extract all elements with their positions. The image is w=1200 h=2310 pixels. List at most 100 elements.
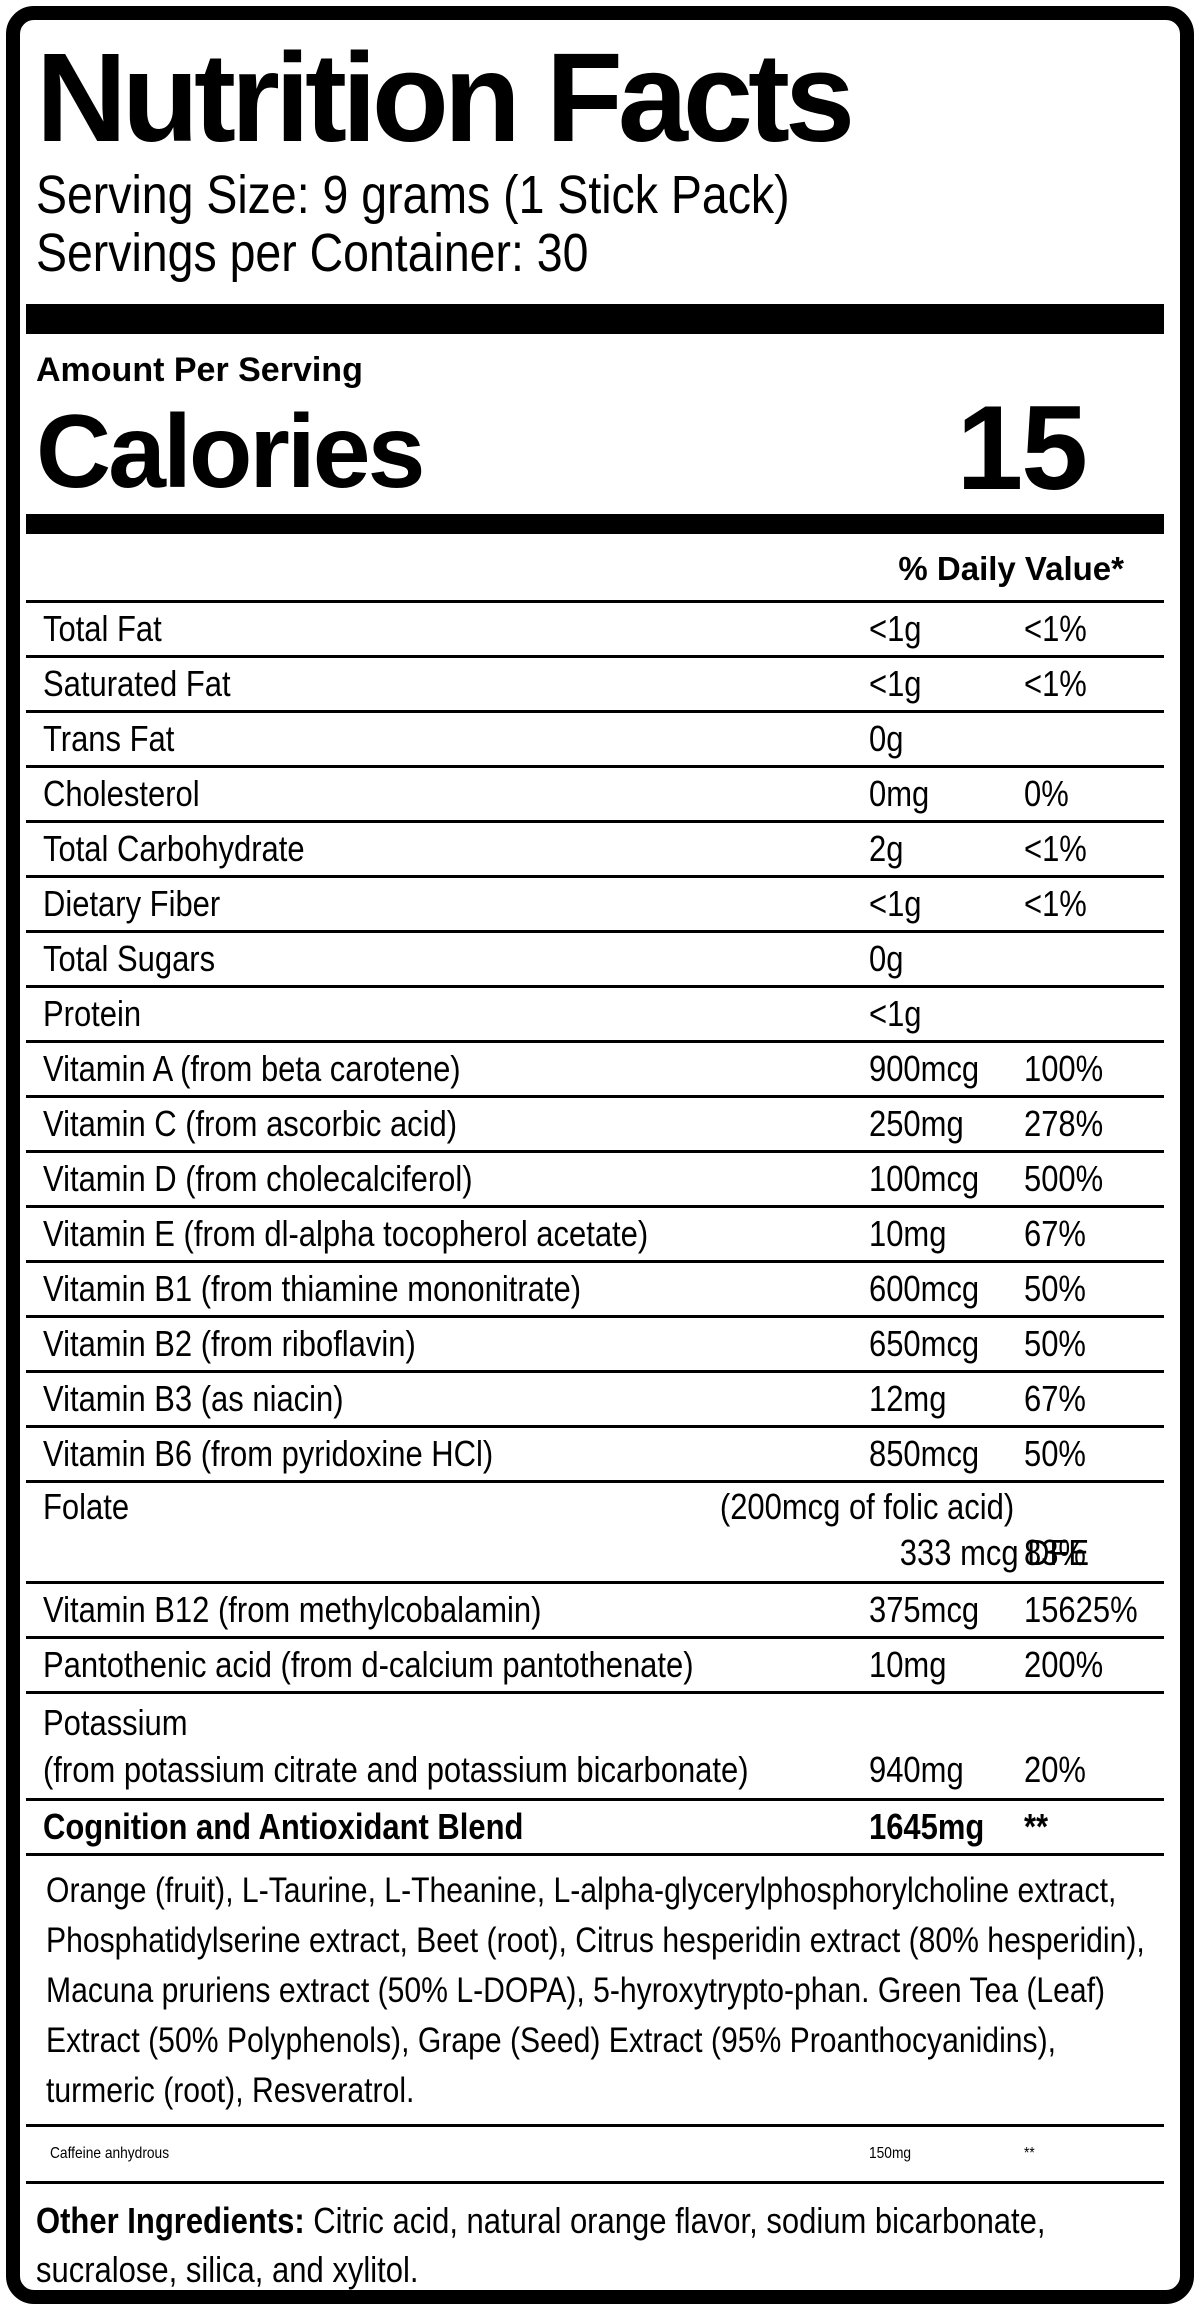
nutrient-amount: 250mg [869,1102,964,1144]
nutrient-label: Folate [43,1485,130,1527]
nutrient-label: Total Fat [43,607,162,649]
caffeine-amount-cell: 150mg [869,2145,1024,2163]
daily-value-header: % Daily Value* [898,549,1124,587]
nutrient-amount: 375mcg [869,1588,980,1630]
nutrient-amount: 10mg [869,1643,947,1685]
nutrient-row: Vitamin B2 (from riboflavin) 650mcg 50% [26,1314,1164,1370]
nutrient-cols: Vitamin B3 (as niacin) 12mg 67% [26,1378,1164,1420]
nutrient-row: Vitamin C (from ascorbic acid) 250mg 278% [26,1094,1164,1150]
nutrient-label-cell: Cholesterol [26,773,869,815]
nutrient-row: Vitamin A (from beta carotene) 900mcg 100% [26,1039,1164,1095]
nutrient-amount: <1g [869,607,922,649]
nutrient-label: Trans Fat [43,717,175,759]
nutrient-row: Saturated Fat <1g <1% [26,654,1164,710]
nutrient-amount-cell: 0g [869,718,1024,760]
nutrient-cols: Protein <1g [26,993,1164,1035]
nutrient-row: Vitamin B1 (from thiamine mononitrate) 60… [26,1259,1164,1315]
nutrient-dv: <1% [1024,882,1087,924]
nutrient-amount-cell: 0g [869,938,1024,980]
nutrient-cols: Vitamin B6 (from pyridoxine HCl) 850mcg 50… [26,1433,1164,1475]
nutrient-amount-cell: 850mcg [869,1433,1024,1475]
nutrient-amount-cell: 940mg [869,1749,1024,1791]
servings-per-container-text: Servings per Container: 30 [36,222,589,283]
nutrient-dv-cell: 278% [1024,1103,1164,1145]
nutrient-amount-cell: 900mcg [869,1048,1024,1090]
nutrient-dv-cell: 200% [1024,1644,1164,1686]
caffeine-label-cell: Caffeine anhydrous [26,2145,869,2163]
nutrient-label-cell: Vitamin B1 (from thiamine mononitrate) [26,1268,869,1310]
nutrient-cols: Vitamin E (from dl-alpha tocopherol acet… [26,1213,1164,1255]
nutrient-amount: 600mcg [869,1267,980,1309]
nutrient-label: (from potassium citrate and potassium bi… [43,1748,749,1790]
thick-divider-calories [26,513,1164,534]
nutrient-rows: Total Fat <1g <1% Saturated Fat <1g <1% Trans … [26,599,1164,1853]
other-ingredients: Other Ingredients: Citric acid, natural … [26,2184,1164,2290]
nutrient-dv: 0% [1024,772,1069,814]
nutrient-dv: 67% [1024,1212,1086,1254]
nutrient-cols: Total Fat <1g <1% [26,608,1164,650]
nutrient-amount: 0mg [869,772,930,814]
nutrient-cols: Cognition and Antioxidant Blend 1645mg ** [26,1806,1164,1848]
nutrition-facts-label: Nutrition Facts Serving Size: 9 grams (1… [6,6,1194,2304]
nutrient-dv: 50% [1024,1267,1086,1309]
caffeine-dv: ** [1024,2144,1035,2162]
calories-value: 15 [956,380,1088,515]
nutrient-dv: 83% [1024,1531,1086,1573]
nutrient-label: Vitamin D (from cholecalciferol) [43,1157,473,1199]
nutrient-row: Potassium (from potassium citrate and pot… [26,1690,1164,1798]
nutrient-label: Vitamin B2 (from riboflavin) [43,1322,416,1364]
nutrient-label-cell: Protein [26,993,869,1035]
nutrient-label-line: Potassium [26,1697,1164,1745]
nutrient-cols: Dietary Fiber <1g <1% [26,883,1164,925]
nutrient-label-cell: Vitamin E (from dl-alpha tocopherol acet… [26,1213,869,1255]
nutrient-label: Vitamin B6 (from pyridoxine HCl) [43,1432,494,1474]
nutrient-dv-cell: 50% [1024,1433,1164,1475]
nutrient-cols: Total Sugars 0g [26,938,1164,980]
nutrient-row: Total Sugars 0g [26,929,1164,985]
nutrient-dv: 278% [1024,1102,1104,1144]
nutrient-amount-cell: 10mg [869,1213,1024,1255]
nutrient-label-cell: Cognition and Antioxidant Blend [26,1806,869,1848]
caffeine-cols: Caffeine anhydrous 150mg ** [26,2145,1164,2163]
nutrient-label: Vitamin B1 (from thiamine mononitrate) [43,1267,582,1309]
blend-ingredients: Orange (fruit), L-Taurine, L-Theanine, L… [26,1852,1164,2124]
nutrient-dv-cell: 500% [1024,1158,1164,1200]
nutrient-dv-cell: 15625% [1024,1589,1164,1631]
caffeine-amount: 150mg [869,2144,912,2162]
nutrient-dv: 200% [1024,1643,1104,1685]
nutrient-dv-cell: <1% [1024,608,1164,650]
nutrient-amount-cell: 10mg [869,1644,1024,1686]
nutrient-cols: Pantothenic acid (from d-calcium pantoth… [26,1644,1164,1686]
label-title: Nutrition Facts [36,27,855,168]
nutrient-dv: <1% [1024,607,1087,649]
nutrient-amount: 940mg [869,1748,964,1790]
nutrient-amount-cell: 1645mg [869,1806,1024,1848]
nutrient-label: Total Carbohydrate [43,827,305,869]
nutrient-amount: 100mcg [869,1157,980,1199]
nutrient-label: Saturated Fat [43,662,231,704]
nutrient-amount-cell: <1g [869,883,1024,925]
nutrient-amount: 333 mcg DFE [899,1531,1090,1573]
other-ingredients-text: Other Ingredients: Citric acid, natural … [36,2196,1159,2290]
nutrient-amount-cell: 375mcg [869,1589,1024,1631]
label-content: Nutrition Facts Serving Size: 9 grams (1… [20,20,1180,2290]
nutrient-row: Folate (200mcg of folic acid) 333 mcg DFE 8… [26,1479,1164,1581]
nutrient-label-cell: Pantothenic acid (from d-calcium pantoth… [26,1644,869,1686]
folate-note: (200mcg of folic acid) [719,1485,1014,1527]
nutrient-amount-cell: <1g [869,608,1024,650]
nutrient-dv: 67% [1024,1377,1086,1419]
nutrient-amount-cell: 600mcg [869,1268,1024,1310]
nutrient-row: Total Carbohydrate 2g <1% [26,819,1164,875]
nutrient-label-cell: Total Sugars [26,938,869,980]
nutrient-label: Cholesterol [43,772,200,814]
nutrient-label-cell: Vitamin A (from beta carotene) [26,1048,869,1090]
nutrient-row: Dietary Fiber <1g <1% [26,874,1164,930]
nutrient-cols: Vitamin C (from ascorbic acid) 250mg 278% [26,1103,1164,1145]
nutrient-cols: Vitamin A (from beta carotene) 900mcg 100% [26,1048,1164,1090]
nutrient-amount: 10mg [869,1212,947,1254]
calories-row: Calories 15 [26,380,1164,515]
nutrient-dv-cell: <1% [1024,883,1164,925]
nutrient-amount: <1g [869,662,922,704]
nutrient-amount-cell: 2g [869,828,1024,870]
nutrient-dv-cell: 50% [1024,1323,1164,1365]
